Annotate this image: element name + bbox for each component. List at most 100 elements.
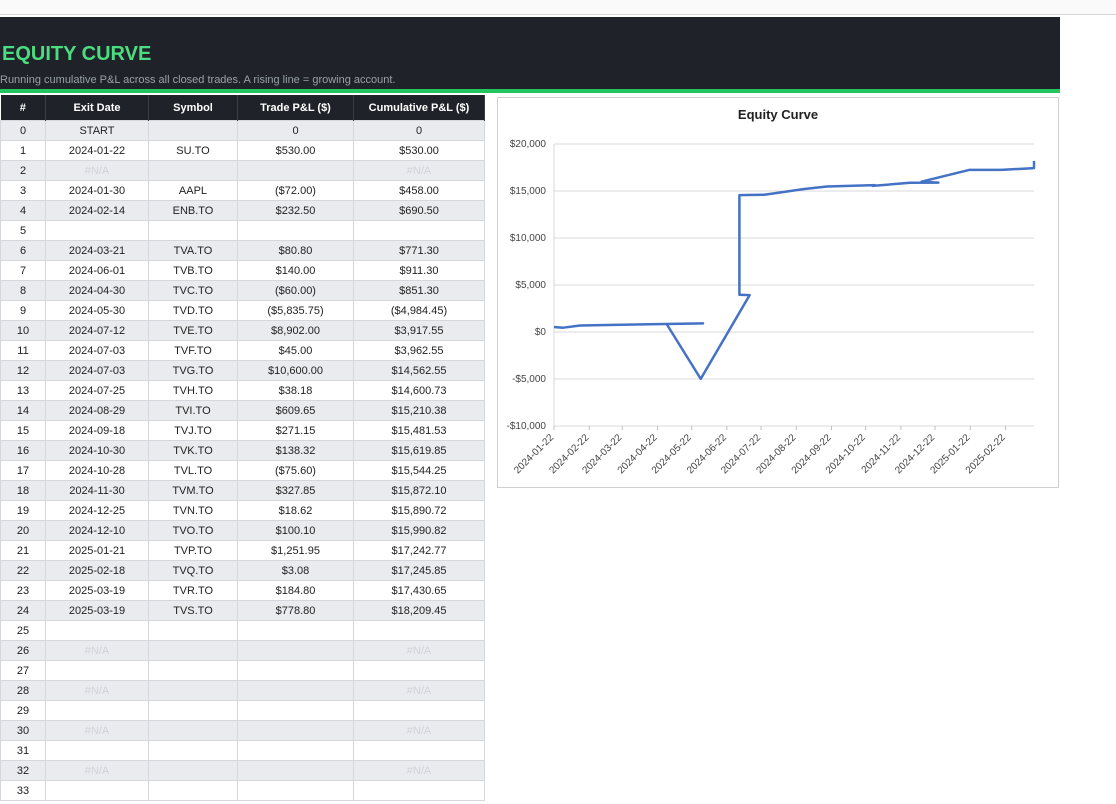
table-cell: ($4,984.45) — [353, 300, 485, 321]
table-cell: TVG.TO — [148, 360, 238, 381]
table-cell — [353, 220, 485, 241]
table-cell: ($60.00) — [237, 280, 354, 301]
table-row: 8 2024-04-30 TVC.TO ($60.00) $851.30 — [0, 280, 485, 301]
table-cell — [45, 660, 149, 681]
table-cell — [148, 160, 238, 181]
table-cell: 2024-01-22 — [45, 140, 149, 161]
table-cell: 2024-05-30 — [45, 300, 149, 321]
table-cell: $14,562.55 — [353, 360, 485, 381]
header-band: EQUITY CURVE Running cumulative P&L acro… — [0, 17, 1060, 89]
table-cell: $45.00 — [237, 340, 354, 361]
table-cell: ($72.00) — [237, 180, 354, 201]
table-cell: 23 — [0, 580, 46, 601]
table-cell: 2024-12-25 — [45, 500, 149, 521]
table-cell: $232.50 — [237, 200, 354, 221]
table-cell: #N/A — [353, 640, 485, 661]
table-cell: 2024-01-30 — [45, 180, 149, 201]
table-cell: TVR.TO — [148, 580, 238, 601]
column-header: Exit Date — [45, 95, 149, 121]
table-row: 19 2024-12-25 TVN.TO $18.62 $15,890.72 — [0, 500, 485, 521]
table-cell: SU.TO — [148, 140, 238, 161]
table-cell — [237, 640, 354, 661]
table-cell: 30 — [0, 720, 46, 741]
table-cell: $911.30 — [353, 260, 485, 281]
table-cell: 2025-03-19 — [45, 600, 149, 621]
table-cell: $458.00 — [353, 180, 485, 201]
table-cell — [148, 760, 238, 781]
table-cell: $38.18 — [237, 380, 354, 401]
table-cell: 21 — [0, 540, 46, 561]
table-cell: #N/A — [353, 680, 485, 701]
table-cell: $1,251.95 — [237, 540, 354, 561]
chart-title: Equity Curve — [738, 107, 818, 122]
table-cell: 22 — [0, 560, 46, 581]
table-cell: 10 — [0, 320, 46, 341]
table-cell: $3.08 — [237, 560, 354, 581]
y-tick-label: -$5,000 — [512, 374, 546, 385]
table-cell — [148, 620, 238, 641]
table-cell: $10,600.00 — [237, 360, 354, 381]
table-row: 24 2025-03-19 TVS.TO $778.80 $18,209.45 — [0, 600, 485, 621]
table-cell: $609.65 — [237, 400, 354, 421]
page-title: EQUITY CURVE — [2, 43, 152, 65]
table-cell: 33 — [0, 780, 46, 801]
table-cell: TVD.TO — [148, 300, 238, 321]
table-row: 20 2024-12-10 TVO.TO $100.10 $15,990.82 — [0, 520, 485, 541]
table-row: 10 2024-07-12 TVE.TO $8,902.00 $3,917.55 — [0, 320, 485, 341]
y-tick-label: -$10,000 — [507, 421, 547, 432]
table-cell: 19 — [0, 500, 46, 521]
table-row: 1 2024-01-22 SU.TO $530.00 $530.00 — [0, 140, 485, 161]
equity-line — [553, 160, 1036, 381]
table-row: 0 START 0 0 — [0, 120, 485, 141]
table-cell: $18.62 — [237, 500, 354, 521]
column-header: Symbol — [148, 95, 238, 121]
table-cell — [237, 220, 354, 241]
table-cell — [45, 780, 149, 801]
column-header: Cumulative P&L ($) — [353, 95, 485, 121]
table-cell: #N/A — [45, 640, 149, 661]
table-row: 28 #N/A #N/A — [0, 680, 485, 701]
table-cell: #N/A — [45, 680, 149, 701]
table-cell: 15 — [0, 420, 46, 441]
table-cell: 0 — [237, 120, 354, 141]
table-cell: TVC.TO — [148, 280, 238, 301]
table-cell: $327.85 — [237, 480, 354, 501]
y-tick-label: $15,000 — [510, 186, 547, 197]
chart-box: Equity Curve -$10,000 -$5,000 $0 $5,000 $10,… — [497, 97, 1059, 488]
toolbar-edge — [0, 0, 1116, 15]
table-row: 21 2025-01-21 TVP.TO $1,251.95 $17,242.77 — [0, 540, 485, 561]
table-cell: 2024-07-03 — [45, 360, 149, 381]
table-row: 27 — [0, 660, 485, 681]
table-cell: 2 — [0, 160, 46, 181]
table-cell: 2024-03-21 — [45, 240, 149, 261]
table-cell: 1 — [0, 140, 46, 161]
table-row: 15 2024-09-18 TVJ.TO $271.15 $15,481.53 — [0, 420, 485, 441]
table-cell: $15,481.53 — [353, 420, 485, 441]
table-cell: $100.10 — [237, 520, 354, 541]
table-cell: 2024-10-28 — [45, 460, 149, 481]
table-cell: 2024-07-25 — [45, 380, 149, 401]
table-cell: 5 — [0, 220, 46, 241]
table-cell — [237, 780, 354, 801]
column-header: Trade P&L ($) — [237, 95, 354, 121]
table-cell — [148, 220, 238, 241]
table-cell: #N/A — [45, 160, 149, 181]
table-cell: $15,990.82 — [353, 520, 485, 541]
table-cell: 2025-01-21 — [45, 540, 149, 561]
table-cell: 13 — [0, 380, 46, 401]
table-cell — [45, 220, 149, 241]
table-cell: TVP.TO — [148, 540, 238, 561]
table-cell: $530.00 — [353, 140, 485, 161]
table-cell: 29 — [0, 700, 46, 721]
table-row: 25 — [0, 620, 485, 641]
table-cell: 8 — [0, 280, 46, 301]
table-cell: TVA.TO — [148, 240, 238, 261]
table-cell — [148, 680, 238, 701]
table-cell — [237, 760, 354, 781]
table-cell: $184.80 — [237, 580, 354, 601]
table-cell: 2024-07-12 — [45, 320, 149, 341]
table-cell: TVJ.TO — [148, 420, 238, 441]
table-cell: 3 — [0, 180, 46, 201]
table-cell — [353, 700, 485, 721]
